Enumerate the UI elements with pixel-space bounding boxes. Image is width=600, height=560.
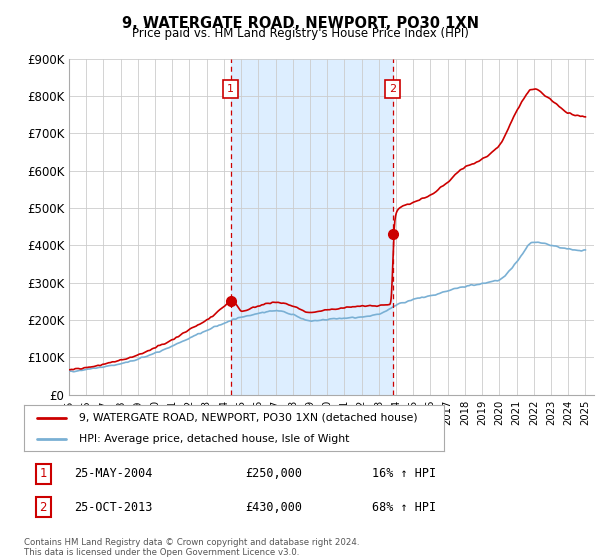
Text: 1: 1 xyxy=(227,83,235,94)
Text: 9, WATERGATE ROAD, NEWPORT, PO30 1XN (detached house): 9, WATERGATE ROAD, NEWPORT, PO30 1XN (de… xyxy=(79,413,417,423)
Text: £250,000: £250,000 xyxy=(245,467,302,480)
Text: 25-OCT-2013: 25-OCT-2013 xyxy=(74,501,152,514)
Text: 1: 1 xyxy=(40,467,47,480)
Text: 9, WATERGATE ROAD, NEWPORT, PO30 1XN: 9, WATERGATE ROAD, NEWPORT, PO30 1XN xyxy=(121,16,479,31)
Text: £430,000: £430,000 xyxy=(245,501,302,514)
Text: 16% ↑ HPI: 16% ↑ HPI xyxy=(372,467,436,480)
Text: 2: 2 xyxy=(40,501,47,514)
Text: 25-MAY-2004: 25-MAY-2004 xyxy=(74,467,152,480)
Text: 68% ↑ HPI: 68% ↑ HPI xyxy=(372,501,436,514)
Text: Contains HM Land Registry data © Crown copyright and database right 2024.
This d: Contains HM Land Registry data © Crown c… xyxy=(24,538,359,557)
Text: 2: 2 xyxy=(389,83,396,94)
Text: HPI: Average price, detached house, Isle of Wight: HPI: Average price, detached house, Isle… xyxy=(79,435,349,444)
Bar xyxy=(231,59,392,395)
Text: Price paid vs. HM Land Registry's House Price Index (HPI): Price paid vs. HM Land Registry's House … xyxy=(131,27,469,40)
